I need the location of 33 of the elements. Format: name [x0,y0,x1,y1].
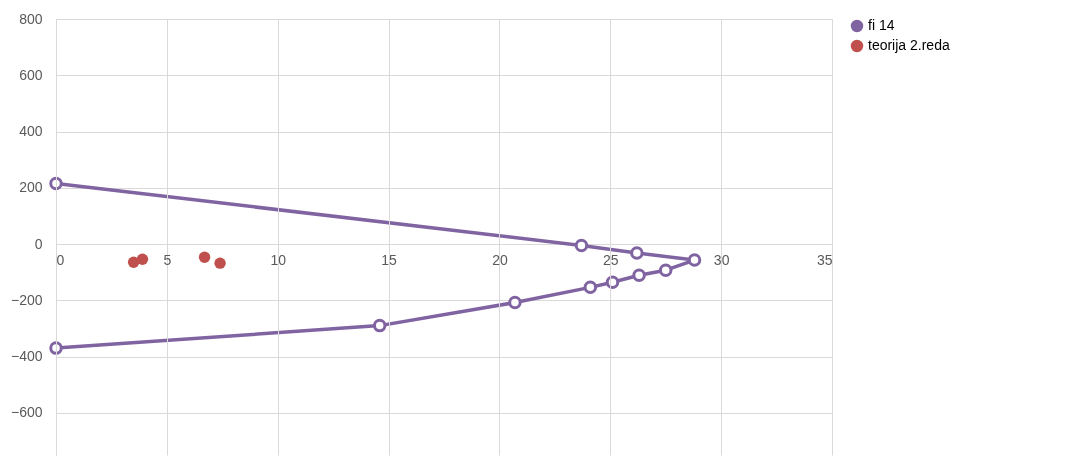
y-tick-label: 400 [19,123,43,140]
y-tick-label: −200 [10,291,43,308]
point [49,176,63,191]
x-tick-label: 20 [492,251,508,268]
x-tick-label: 30 [713,251,730,268]
y-tick-label: −600 [10,404,43,421]
y-tick-label: −400 [10,348,43,365]
point [583,280,598,295]
x-tick-label: 10 [270,251,287,268]
x-tick-label: 25 [603,251,619,268]
point [198,251,211,263]
y-tick-label: 800 [19,10,43,27]
point [136,253,149,265]
point [630,246,644,260]
y-tick-label: 600 [19,66,43,83]
point [508,295,522,310]
legend-label: teorija 2.reda [868,37,950,53]
x-tick-label: 0 [56,251,65,268]
legend-label: fi 14 [868,17,895,33]
y-tick-label: 0 [34,235,43,252]
point [49,341,63,355]
point [372,318,387,333]
point [605,275,620,290]
point [574,238,589,253]
y-tick-label: 200 [19,179,43,196]
point [214,257,226,269]
point [632,268,646,282]
point [687,253,702,267]
x-tick-label: 35 [816,251,833,268]
x-tick-label: 5 [163,251,172,268]
point [658,263,673,277]
x-tick-label: 15 [381,251,398,268]
point [127,256,140,269]
